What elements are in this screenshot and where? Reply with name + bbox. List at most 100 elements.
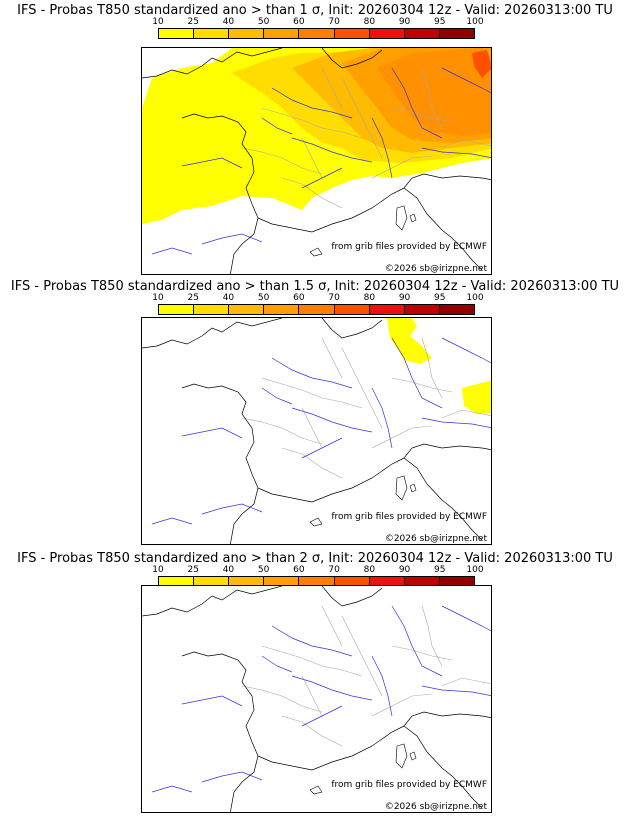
map-svg [142,318,491,544]
colorbar-tick-label: 80 [363,17,376,27]
copyright-credit: ©2026 sb@irizpne.net [384,264,487,274]
colorbar-segment [194,577,230,586]
panel-title: IFS - Probas T850 standardized ano > tha… [17,551,613,566]
colorbar-tick-label: 70 [328,565,340,575]
colorbar-segment [299,577,335,586]
copyright-credit: ©2026 sb@irizpne.net [384,802,487,812]
map-frame: from grib files provided by ECMWF ©2026 … [141,585,492,813]
colorbar-segment [334,29,370,38]
colorbar-tick-label: 10 [152,293,164,303]
colorbar-segment [299,305,335,314]
colorbar-tick-label: 80 [363,293,376,303]
provider-credit: from grib files provided by ECMWF [331,242,487,252]
colorbar-tick-label: 100 [466,293,484,303]
colorbar [158,28,475,39]
colorbar-tick-label: 95 [434,17,446,27]
colorbar-segment [264,29,300,38]
colorbar-tick-label: 70 [328,293,340,303]
colorbar-tick-label: 25 [187,293,199,303]
islands [309,475,417,527]
colorbar-tick-label: 95 [434,293,446,303]
map-lines-1 [142,48,491,274]
colorbar-segment [159,29,195,38]
map-panel-1: IFS - Probas T850 standardized ano > tha… [0,0,630,276]
coastline [142,48,491,274]
colorbar-tick-label: 60 [293,17,305,27]
provider-credit: from grib files provided by ECMWF [331,512,487,522]
map-lines-2 [142,318,491,544]
map-panel-3: IFS - Probas T850 standardized ano > tha… [0,548,630,824]
colorbar-segment [334,305,370,314]
islands [309,205,417,257]
borders [241,67,491,209]
colorbar-segment [264,577,300,586]
colorbar-segment [229,305,265,314]
panel-title: IFS - Probas T850 standardized ano > tha… [17,3,613,18]
probability-shading [387,318,491,414]
colorbar-segment [159,577,195,586]
colorbar-tick-label: 50 [257,17,270,27]
copyright-credit: ©2026 sb@irizpne.net [384,534,487,544]
borders [241,337,491,479]
map-svg [142,586,491,812]
map-frame: from grib files provided by ECMWF ©2026 … [141,317,492,545]
colorbar-segment [369,577,405,586]
map-lines-3 [142,586,491,812]
colorbar [158,304,475,315]
coastline [142,586,491,812]
colorbar-segment [439,29,474,38]
colorbar-tick-label: 80 [363,565,376,575]
prob-area-70 [472,50,491,78]
rivers [151,605,491,793]
colorbar-tick-label: 100 [466,17,484,27]
colorbar-segment [264,305,300,314]
prob-gap-west [142,48,182,73]
colorbar-tick-label: 90 [398,17,411,27]
islands [309,743,417,795]
colorbar-tick-label: 40 [222,293,235,303]
colorbar-segment [404,577,440,586]
colorbar-tick-label: 25 [187,17,199,27]
colorbar-segment [299,29,335,38]
map-panel-2: IFS - Probas T850 standardized ano > tha… [0,276,630,552]
prob-area-10-north [387,318,432,364]
colorbar-tick-label: 40 [222,565,235,575]
map-svg [142,48,491,274]
map-frame: from grib files provided by ECMWF ©2026 … [141,47,492,275]
colorbar-tick-label: 10 [152,565,164,575]
colorbar-segment [404,305,440,314]
colorbar-tick-label: 95 [434,565,446,575]
colorbar-segment [369,29,405,38]
colorbar-segment [439,577,474,586]
borders [241,605,491,747]
panel-title: IFS - Probas T850 standardized ano > tha… [10,279,620,294]
colorbar-tick-label: 25 [187,565,199,575]
colorbar-tick-label: 10 [152,17,164,27]
coastline [142,318,491,544]
colorbar-segment [404,29,440,38]
colorbar-tick-label: 100 [466,565,484,575]
colorbar-tick-label: 50 [257,565,270,575]
colorbar-segment [439,305,474,314]
colorbar-segment [194,29,230,38]
prob-area-60 [377,48,491,136]
colorbar-tick-label: 60 [293,565,305,575]
rivers [151,337,491,525]
probability-shading [142,48,491,238]
colorbar-tick-label: 90 [398,293,411,303]
colorbar-segment [229,29,265,38]
colorbar-segment [334,577,370,586]
prob-area-10-east [462,380,491,414]
colorbar-segment [194,305,230,314]
colorbar-segment [159,305,195,314]
colorbar-tick-label: 40 [222,17,235,27]
colorbar-tick-label: 60 [293,293,305,303]
colorbar-tick-label: 50 [257,293,270,303]
colorbar-segment [369,305,405,314]
colorbar-tick-label: 90 [398,565,411,575]
colorbar-segment [229,577,265,586]
provider-credit: from grib files provided by ECMWF [331,780,487,790]
prob-gap-south [142,206,222,238]
rivers [151,67,491,255]
colorbar-tick-label: 70 [328,17,340,27]
